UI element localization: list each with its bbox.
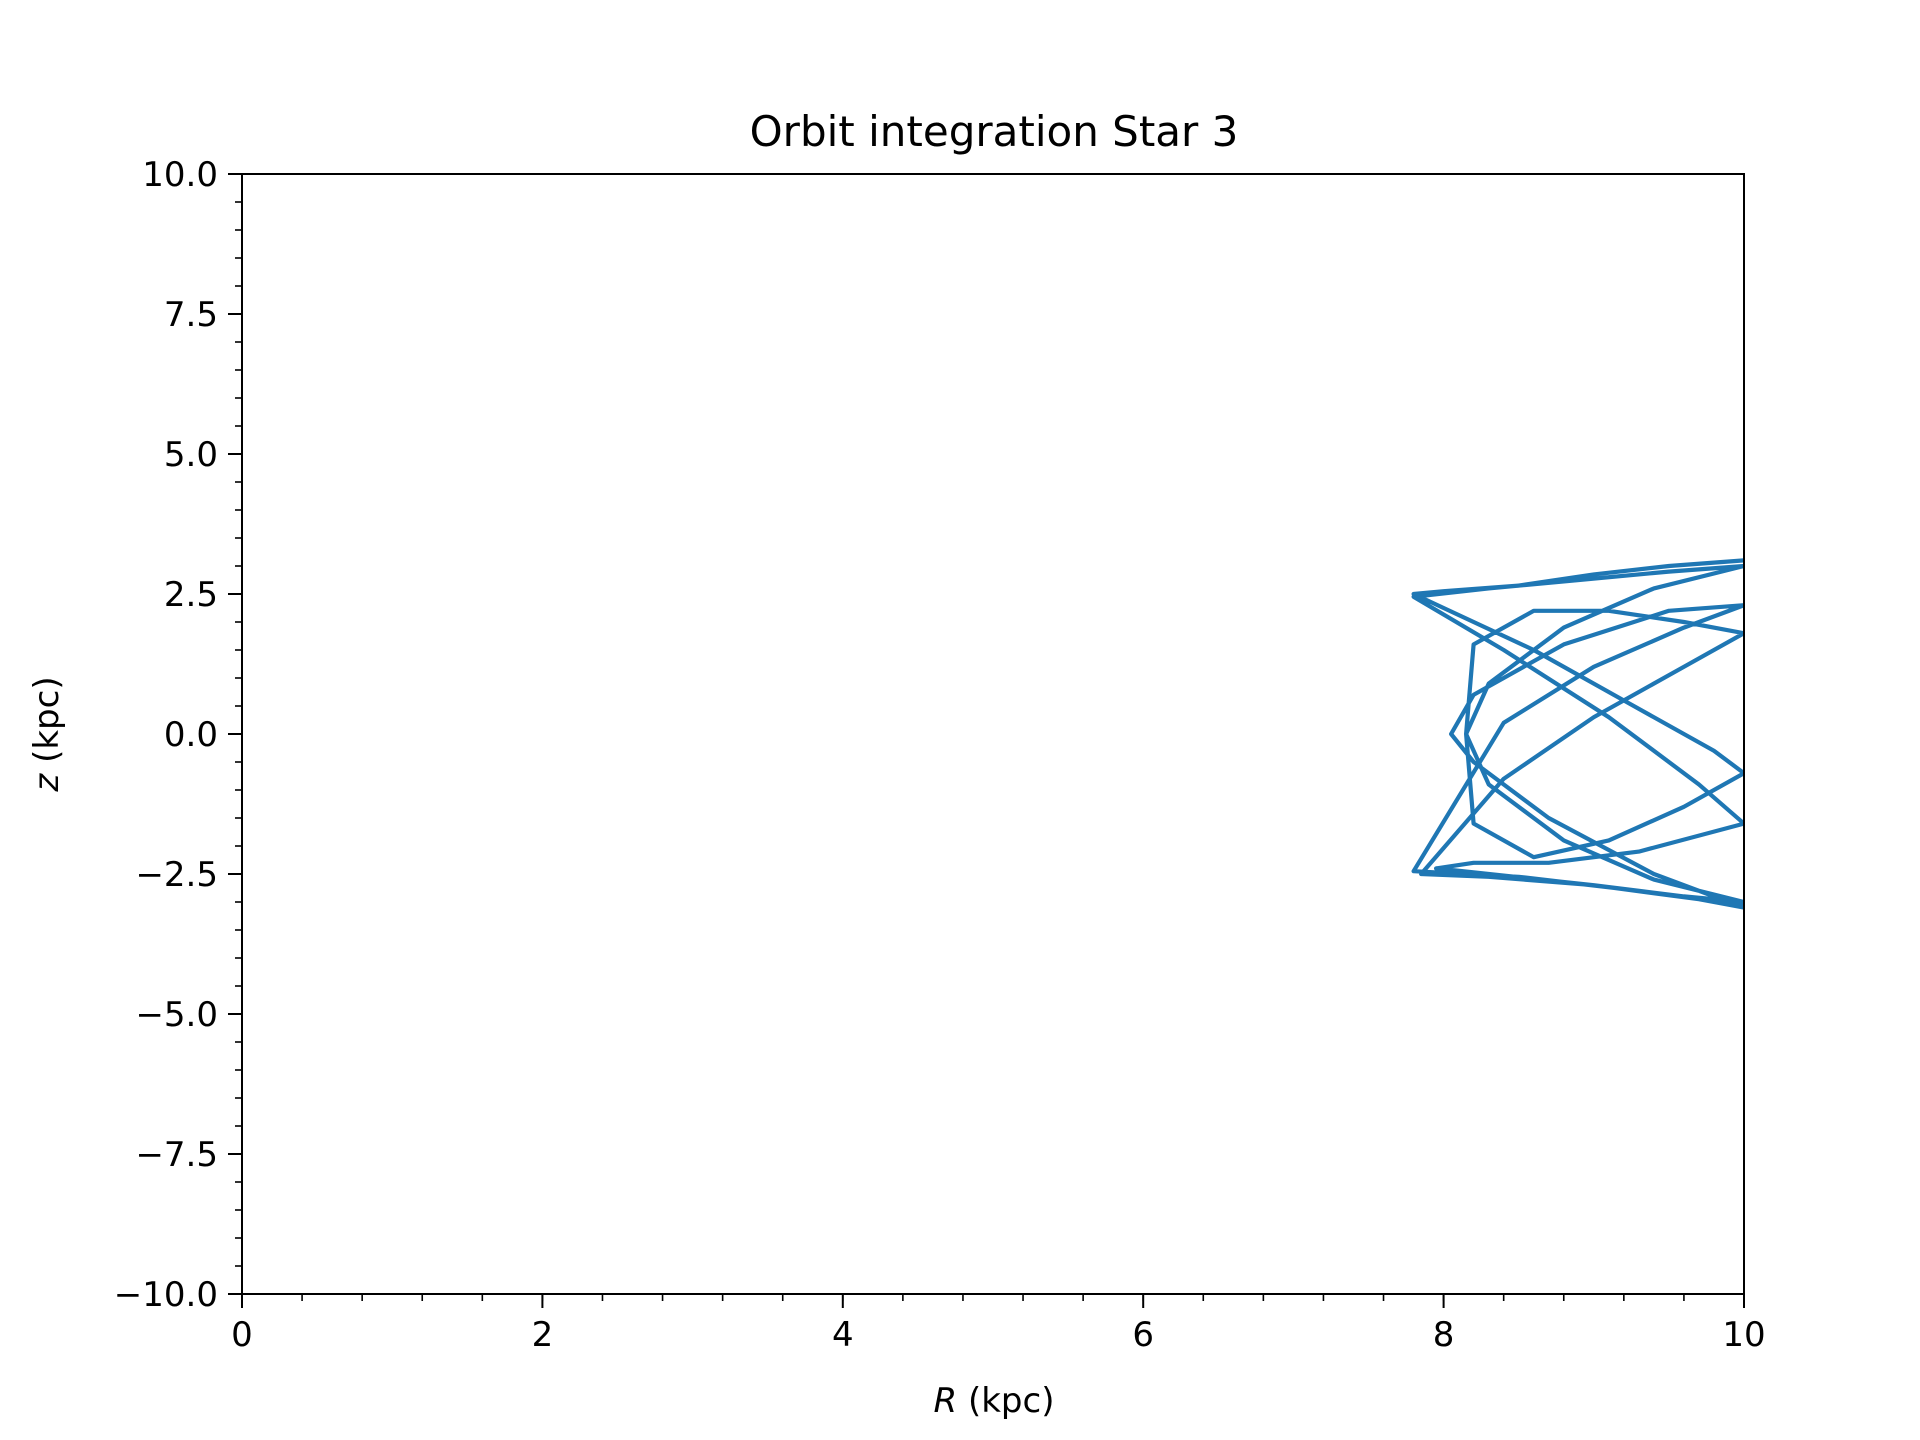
x-tick-label: 8 bbox=[1433, 1315, 1455, 1355]
y-axis-label-var: z bbox=[27, 773, 67, 793]
y-tick-label: 10.0 bbox=[142, 155, 218, 195]
y-tick-label: −2.5 bbox=[135, 855, 218, 895]
y-tick-label: −7.5 bbox=[135, 1135, 218, 1175]
x-tick-label: 0 bbox=[231, 1315, 253, 1355]
x-tick-label: 2 bbox=[532, 1315, 554, 1355]
y-axis-label-unit: (kpc) bbox=[27, 676, 67, 773]
orbit-layer bbox=[1411, 558, 1744, 910]
y-tick-label: 7.5 bbox=[164, 295, 218, 335]
y-tick-label: 5.0 bbox=[164, 435, 218, 475]
x-tick-label: 4 bbox=[832, 1315, 854, 1355]
x-tick-label: 10 bbox=[1722, 1315, 1765, 1355]
orbit-series-line bbox=[1411, 558, 1744, 910]
chart-title: Orbit integration Star 3 bbox=[750, 107, 1239, 156]
y-tick-label: −10.0 bbox=[114, 1275, 218, 1315]
x-tick-label: 6 bbox=[1132, 1315, 1154, 1355]
x-axis-label-unit: (kpc) bbox=[957, 1381, 1054, 1421]
y-tick-label: 0.0 bbox=[164, 715, 218, 755]
x-axis-label-var: R bbox=[934, 1381, 958, 1421]
y-tick-label: −5.0 bbox=[135, 995, 218, 1035]
y-tick-label: 2.5 bbox=[164, 575, 218, 615]
ticks-layer: 0 2 4 6 8 10 10.0 7.5 5.0 2.5 0.0 −2.5 −5.0 −7.5 −10.0 bbox=[114, 155, 1766, 1355]
y-axis-label: z (kpc) bbox=[27, 676, 67, 792]
x-axis-label: R (kpc) bbox=[934, 1381, 1055, 1421]
